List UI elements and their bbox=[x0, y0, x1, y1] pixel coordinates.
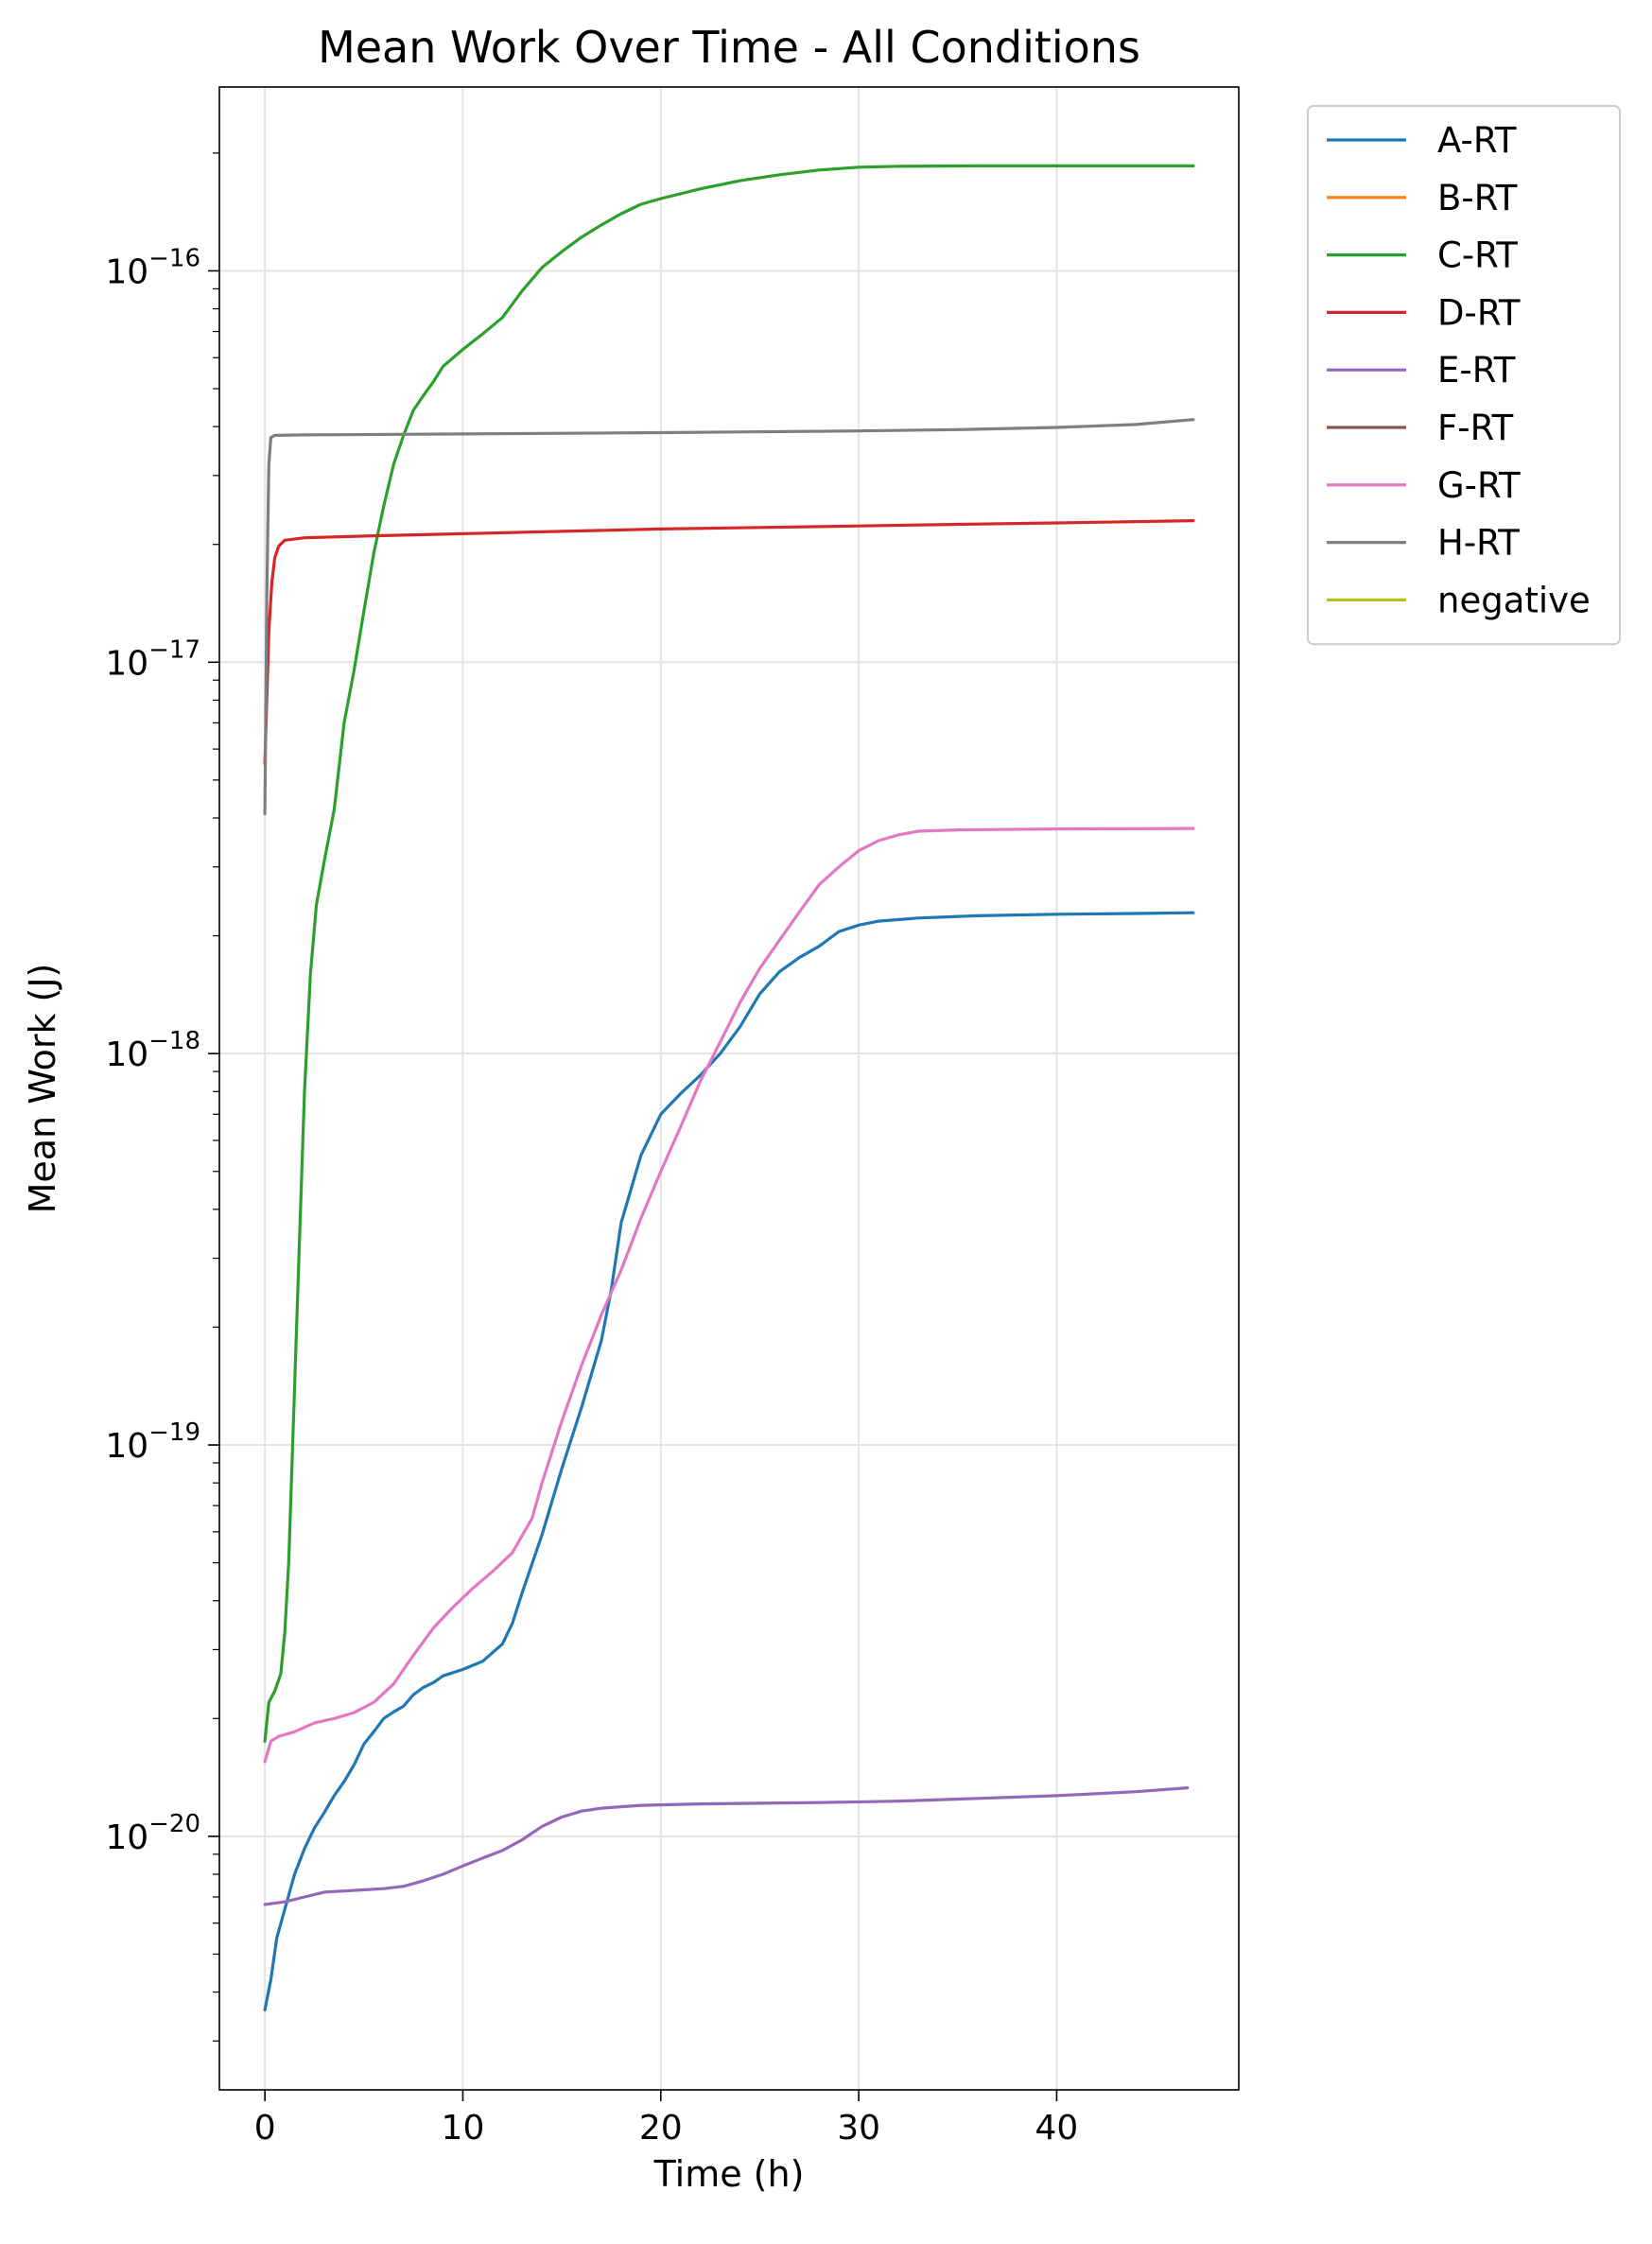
legend-label-g-rt: G-RT bbox=[1437, 465, 1521, 506]
legend-label-f-rt: F-RT bbox=[1437, 408, 1514, 448]
legend: A-RT B-RT C-RT D-RT E-RT F-RT G-RT H-RT negative bbox=[1307, 105, 1621, 646]
x-tick-label: 30 bbox=[837, 2109, 880, 2148]
legend-label-b-rt: B-RT bbox=[1437, 178, 1518, 218]
axis-ticks: 0 10 20 30 40 10−20 10−19 10−18 10−17 10−16 bbox=[105, 152, 1079, 2148]
legend-box bbox=[1307, 105, 1621, 646]
legend-label-c-rt: C-RT bbox=[1437, 235, 1518, 276]
chart-title: Mean Work Over Time - All Conditions bbox=[318, 22, 1140, 73]
legend-label-negative: negative bbox=[1437, 580, 1591, 620]
legend-label-d-rt: D-RT bbox=[1437, 292, 1521, 333]
x-tick-label: 40 bbox=[1035, 2109, 1079, 2148]
legend-label-a-rt: A-RT bbox=[1437, 120, 1517, 161]
series-line-g-rt bbox=[263, 826, 1195, 1764]
y-tick-label: 10−16 bbox=[105, 244, 200, 291]
series-line-c-rt bbox=[263, 164, 1195, 1743]
x-tick-label: 20 bbox=[639, 2109, 683, 2148]
legend-label-h-rt: H-RT bbox=[1437, 523, 1520, 564]
series-line-e-rt bbox=[263, 1786, 1190, 1906]
y-tick-label: 10−17 bbox=[105, 635, 200, 683]
plot-frame bbox=[218, 86, 1240, 2091]
x-tick-label: 0 bbox=[254, 2109, 276, 2148]
y-tick-label: 10−19 bbox=[105, 1418, 200, 1466]
series-line-d-rt bbox=[263, 519, 1195, 766]
series-line-a-rt bbox=[263, 911, 1195, 2012]
x-axis-label: Time (h) bbox=[653, 2153, 805, 2195]
y-tick-label: 10−20 bbox=[105, 1810, 200, 1857]
x-tick-label: 10 bbox=[442, 2109, 485, 2148]
legend-label-e-rt: E-RT bbox=[1437, 350, 1516, 391]
series-lines bbox=[263, 164, 1195, 2012]
y-axis-label: Mean Work (J) bbox=[22, 964, 63, 1214]
grid bbox=[219, 87, 1239, 2090]
series-line-h-rt bbox=[263, 418, 1195, 816]
y-tick-label: 10−18 bbox=[105, 1027, 200, 1074]
